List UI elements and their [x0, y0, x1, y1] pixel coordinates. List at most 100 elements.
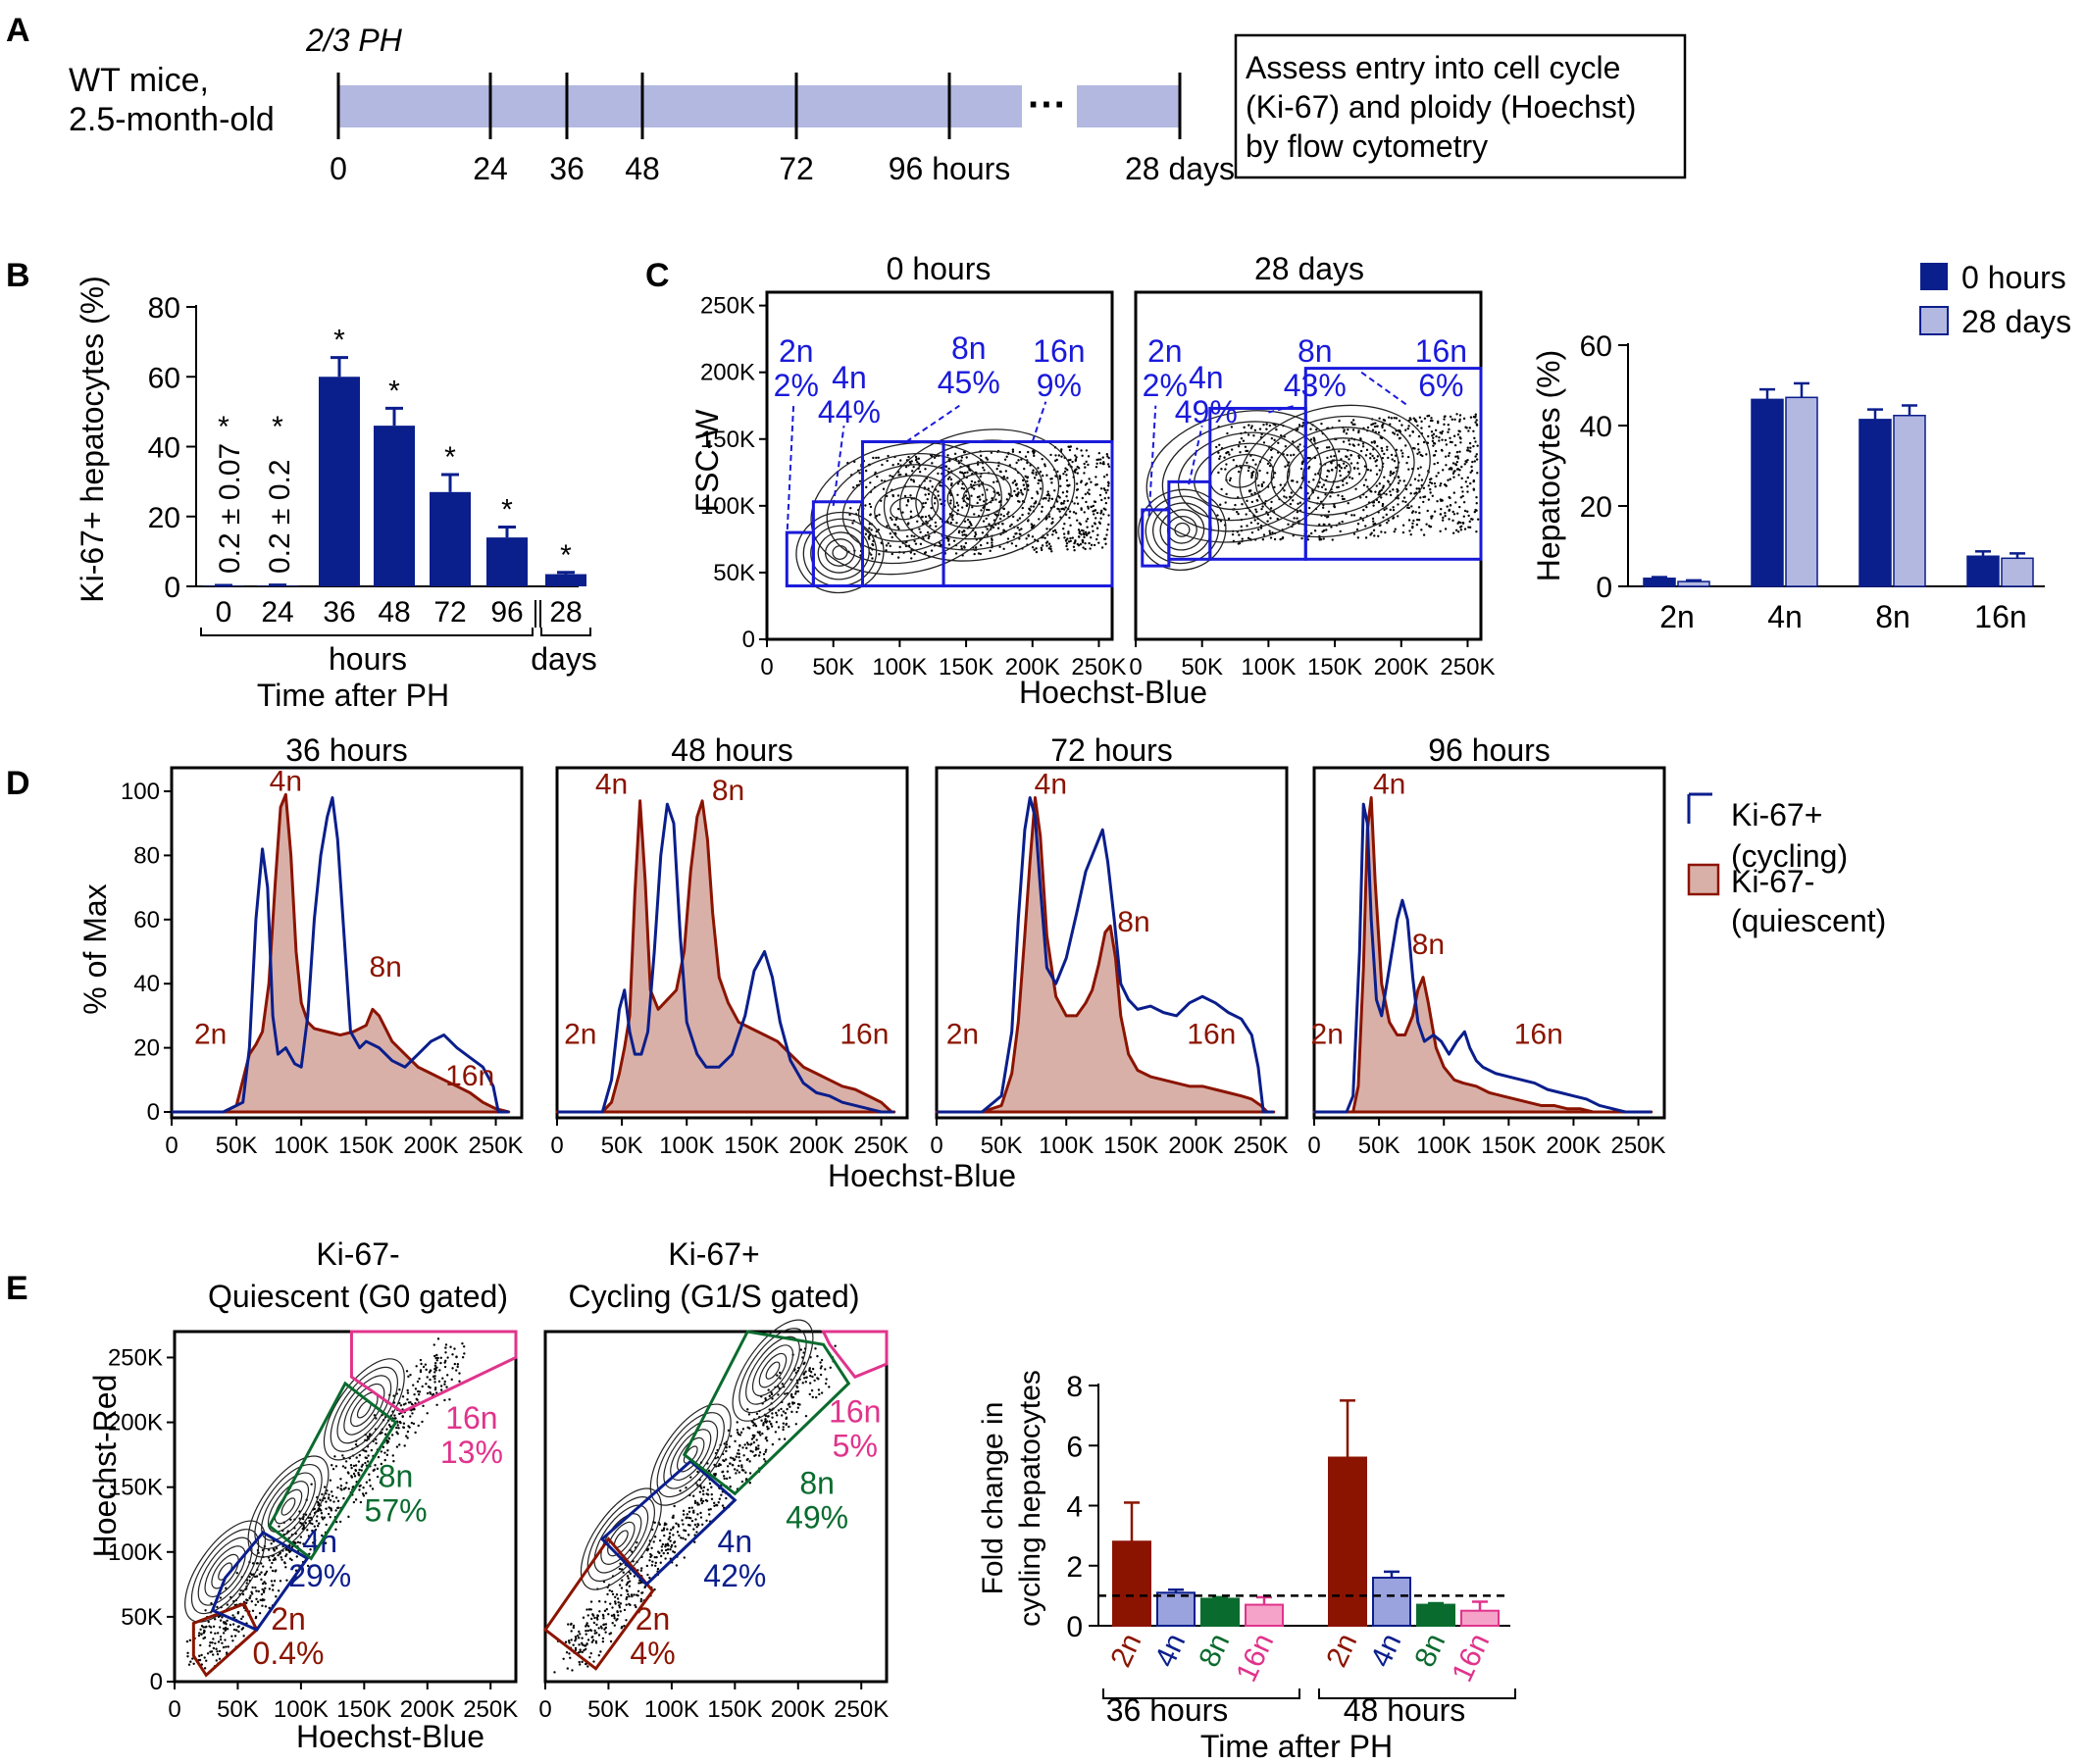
panel-c-event-dot	[1085, 460, 1088, 464]
panel-c-event-dot	[881, 463, 884, 467]
panel-d-quiescent-histogram	[170, 792, 511, 1114]
panel-c-event-dot	[1262, 533, 1266, 536]
panel-e-event-dot	[405, 1370, 409, 1373]
panel-c-contour	[915, 450, 1044, 540]
panel-c-event-dot	[1268, 529, 1271, 532]
panel-e-event-dot	[790, 1396, 794, 1399]
panel-c-event-dot	[908, 460, 912, 464]
panel-c-event-dot	[1037, 481, 1040, 485]
panel-c-event-dot	[1067, 531, 1070, 535]
panel-e-event-dot	[327, 1496, 331, 1499]
panel-c-event-dot	[1455, 512, 1459, 515]
panel-e-event-dot	[567, 1639, 571, 1642]
panel-c-event-dot	[1084, 541, 1087, 545]
panel-e-event-dot	[211, 1641, 214, 1644]
panel-e-event-dot	[761, 1432, 764, 1436]
panel-c-event-dot	[1350, 514, 1353, 517]
panel-c-title-0h: 0 hours	[887, 251, 992, 286]
panel-e-event-dot	[329, 1479, 332, 1482]
panel-c-event-dot	[1081, 538, 1084, 542]
panel-c-event-dot	[949, 478, 953, 481]
panel-c-event-dot	[1269, 459, 1272, 462]
panel-e-event-dot	[729, 1456, 733, 1459]
panel-c-event-dot	[1062, 502, 1065, 505]
panel-c-event-dot	[1276, 518, 1279, 521]
panel-c-gate-percent: 2%	[1143, 368, 1188, 403]
panel-c-event-dot	[1246, 525, 1248, 528]
panel-c-event-dot	[1066, 537, 1069, 540]
panel-c-event-dot	[1444, 512, 1447, 515]
panel-c-event-dot	[1455, 413, 1458, 416]
panel-c-event-dot	[948, 476, 951, 479]
panel-c-event-dot	[1053, 489, 1056, 492]
panel-c-event-dot	[1258, 428, 1262, 430]
panel-e-event-dot	[625, 1603, 628, 1606]
panel-e-event-dot	[619, 1602, 623, 1605]
panel-e-event-dot	[449, 1345, 452, 1348]
panel-c-event-dot	[1466, 458, 1469, 462]
panel-d-ploidy-label: 4n	[1035, 769, 1067, 801]
panel-c-event-dot	[1372, 529, 1376, 532]
panel-c-event-dot	[1292, 440, 1295, 443]
panel-c-event-dot	[1375, 473, 1379, 476]
panel-e-event-dot	[609, 1602, 612, 1605]
panel-e-event-dot	[693, 1501, 697, 1505]
panel-c-event-dot	[1327, 445, 1331, 449]
panel-e-event-dot	[690, 1506, 693, 1509]
panel-c-gate-leader	[1147, 405, 1157, 517]
panel-c-contour	[824, 538, 855, 567]
panel-e-event-dot	[257, 1589, 260, 1593]
panel-c-event-dot	[1418, 451, 1421, 454]
panel-c-event-dot	[1217, 471, 1220, 475]
panel-c-event-dot	[1380, 530, 1383, 533]
panel-e-x-tick-label: 150K	[707, 1696, 762, 1723]
panel-c-event-dot	[889, 531, 891, 535]
panel-c-event-dot	[1073, 502, 1076, 505]
panel-e-event-dot	[693, 1499, 697, 1503]
panel-c-event-dot	[1473, 436, 1476, 440]
panel-e-event-dot	[725, 1496, 728, 1500]
panel-c-event-dot	[1362, 508, 1365, 512]
panel-e-event-dot	[347, 1515, 350, 1519]
panel-e-event-dot	[780, 1414, 784, 1417]
panel-c-event-dot	[1444, 514, 1447, 518]
panel-c-event-dot	[965, 504, 969, 508]
panel-c-event-dot	[871, 557, 874, 560]
panel-c-event-dot	[940, 502, 942, 506]
panel-c-event-dot	[1066, 499, 1069, 502]
panel-e-event-dot	[254, 1586, 257, 1589]
panel-e-event-dot	[768, 1408, 771, 1411]
panel-c-contour	[1254, 415, 1415, 528]
panel-e-event-dot	[604, 1631, 607, 1634]
panel-e-event-dot	[579, 1650, 582, 1653]
panel-c-event-dot	[1237, 542, 1241, 545]
panel-e-event-dot	[309, 1547, 312, 1551]
panel-e-event-dot	[298, 1541, 302, 1544]
panel-e-x-tick-label: 50K	[217, 1696, 259, 1723]
panel-c-event-dot	[1459, 441, 1462, 444]
panel-c-contour	[810, 441, 1002, 576]
panel-c-event-dot	[1032, 505, 1036, 508]
panel-c-event-dot	[910, 534, 913, 537]
panel-c-event-dot	[1458, 526, 1462, 529]
panel-c-event-dot	[1373, 534, 1376, 537]
panel-d-quiescent-histogram	[555, 799, 896, 1114]
panel-c-event-dot	[868, 537, 871, 540]
panel-d-ylabel: % of Max	[77, 883, 113, 1014]
panel-c-event-dot	[960, 459, 963, 462]
panel-c-event-dot	[906, 500, 910, 503]
panel-e-event-dot	[277, 1553, 280, 1557]
panel-c-contour	[857, 475, 955, 542]
panel-e-event-dot	[198, 1654, 201, 1658]
panel-e-event-dot	[436, 1337, 440, 1340]
panel-c-event-dot	[977, 552, 981, 555]
panel-e-event-dot	[748, 1472, 752, 1475]
panel-e-event-dot	[218, 1626, 222, 1629]
panel-c-event-dot	[916, 520, 919, 523]
panel-e-event-dot	[650, 1546, 653, 1549]
panel-e-event-dot	[605, 1608, 609, 1611]
panel-e-event-dot	[224, 1626, 228, 1630]
panel-e-event-dot	[251, 1586, 254, 1589]
panel-c-event-dot	[1021, 506, 1024, 510]
panel-c-event-dot	[1451, 418, 1453, 421]
